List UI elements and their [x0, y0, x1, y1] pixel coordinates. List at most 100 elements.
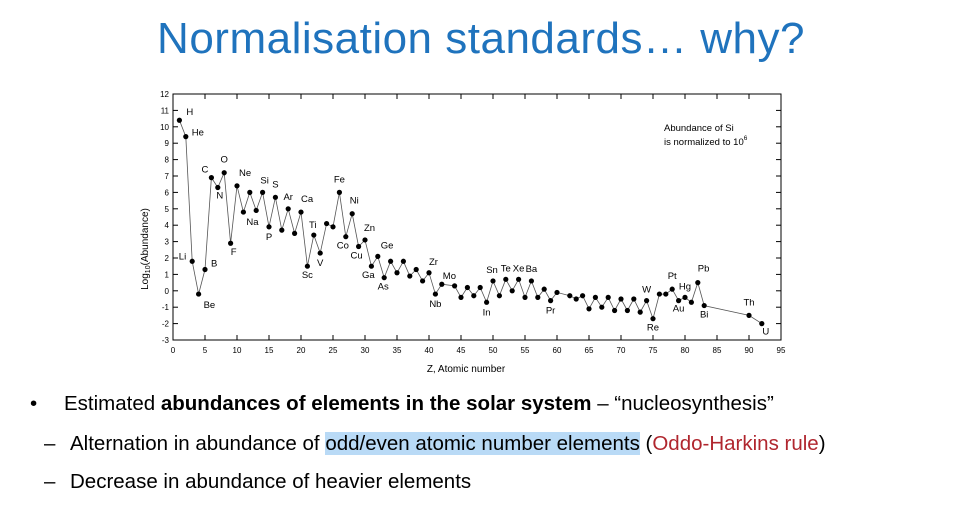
data-point-z50: [490, 278, 496, 284]
element-label-Ba: Ba: [526, 264, 538, 275]
abundance-chart: 0 5 10 15 20 25 30 35 40 45 50 55 60 65 70 75 80 85 90 95-3…: [140, 90, 786, 375]
x-tick-label: 30: [361, 346, 370, 355]
x-tick-label: 0: [171, 346, 176, 355]
element-label-Sn: Sn: [486, 265, 498, 276]
data-point-z54: [516, 276, 522, 282]
plot-frame: [172, 93, 782, 341]
x-tick-label: 90: [745, 346, 754, 355]
data-point-z5: [202, 266, 208, 273]
element-label-Au: Au: [673, 304, 685, 315]
data-point-z53: [509, 288, 515, 294]
data-point-z79: [676, 298, 682, 304]
data-point-z65: [586, 306, 592, 312]
element-label-Pt: Pt: [668, 271, 677, 282]
element-label-Pr: Pr: [546, 306, 556, 317]
data-point-z1: [176, 117, 182, 123]
sub1-paren-close: ): [818, 432, 826, 455]
element-label-N: N: [216, 190, 223, 201]
data-point-z37: [407, 273, 413, 279]
data-point-z23: [317, 250, 323, 256]
data-point-z31: [368, 263, 374, 269]
bullet-main-bold: abundances of elements in the solar syst…: [160, 392, 592, 415]
data-point-z39: [420, 278, 426, 284]
dash-1: –: [44, 432, 56, 455]
data-point-z44: [452, 283, 458, 289]
slide-title: Normalisation standards… why?: [157, 14, 805, 63]
data-point-z18: [285, 206, 291, 212]
data-point-z27: [343, 234, 349, 240]
element-label-In: In: [483, 307, 491, 318]
element-label-Fe: Fe: [334, 174, 345, 185]
data-point-z34: [388, 258, 394, 264]
x-tick-label: 55: [521, 346, 530, 355]
element-label-Re: Re: [647, 323, 659, 334]
y-tick-label: -2: [162, 320, 170, 329]
bullet-dot: •: [30, 392, 38, 415]
element-label-H: H: [186, 107, 193, 118]
bullet-main: • Estimated abundances of elements in the…: [30, 392, 774, 416]
y-axis-label: Log10(Abundance): [140, 208, 152, 290]
data-point-z2: [183, 134, 189, 140]
data-point-z72: [631, 296, 637, 302]
element-label-Pb: Pb: [698, 264, 710, 275]
data-point-z60: [554, 289, 560, 296]
data-point-z8: [221, 170, 227, 176]
element-label-Cu: Cu: [351, 251, 363, 262]
element-label-W: W: [642, 285, 651, 296]
data-point-z70: [618, 296, 624, 302]
oddo-harkins-rule: Oddo-Harkins rule: [652, 432, 819, 455]
y-tick-label: 3: [165, 238, 170, 247]
data-point-z38: [413, 266, 419, 273]
element-label-U: U: [762, 327, 769, 338]
data-point-z62: [567, 293, 573, 299]
element-label-P: P: [266, 232, 272, 243]
element-label-Xe: Xe: [513, 263, 525, 274]
y-tick-label: 10: [160, 123, 169, 132]
element-label-C: C: [202, 165, 209, 176]
data-point-z47: [471, 293, 477, 299]
x-tick-label: 75: [649, 346, 658, 355]
x-tick-label: 15: [265, 346, 274, 355]
element-label-Bi: Bi: [700, 310, 708, 321]
data-point-z49: [484, 299, 490, 305]
data-point-z10: [234, 183, 240, 189]
element-label-O: O: [221, 155, 228, 166]
abundance-line: [179, 120, 763, 324]
x-tick-label: 85: [713, 346, 722, 355]
data-point-z73: [637, 309, 643, 315]
y-tick-label: 8: [165, 156, 170, 165]
data-point-z71: [624, 307, 630, 314]
element-label-Ti: Ti: [309, 220, 317, 231]
data-point-z35: [394, 270, 400, 276]
data-point-z59: [548, 298, 554, 304]
data-point-z76: [656, 291, 663, 297]
annotation-line1: Abundance of Si: [664, 123, 734, 134]
data-point-z77: [663, 291, 669, 297]
element-label-Li: Li: [179, 251, 186, 262]
data-point-z82: [695, 280, 701, 286]
element-label-V: V: [317, 258, 324, 269]
element-label-Hg: Hg: [679, 281, 691, 292]
y-tick-label: 9: [165, 139, 170, 148]
sub1-highlight: odd/even atomic number elements: [325, 432, 640, 455]
element-label-Te: Te: [501, 263, 511, 274]
data-point-z81: [688, 299, 695, 305]
annotation-line2: is normalized to 106: [664, 135, 748, 148]
element-label-Sc: Sc: [302, 270, 313, 281]
y-tick-label: 6: [165, 188, 170, 197]
data-point-z74: [644, 298, 650, 304]
data-point-z13: [253, 207, 259, 214]
y-tick-label: 0: [165, 287, 170, 296]
data-point-z12: [247, 189, 253, 195]
x-axis-label: Z, Atomic number: [427, 364, 506, 375]
element-label-Si: Si: [260, 175, 268, 186]
x-tick-label: 35: [393, 346, 402, 355]
data-point-z28: [349, 211, 355, 217]
element-label-S: S: [272, 179, 278, 190]
data-point-z26: [336, 189, 342, 195]
x-tick-label: 65: [585, 346, 594, 355]
data-point-z22: [311, 232, 317, 238]
element-label-Ar: Ar: [283, 192, 293, 203]
data-point-z64: [580, 293, 586, 299]
x-tick-label: 50: [489, 346, 498, 355]
